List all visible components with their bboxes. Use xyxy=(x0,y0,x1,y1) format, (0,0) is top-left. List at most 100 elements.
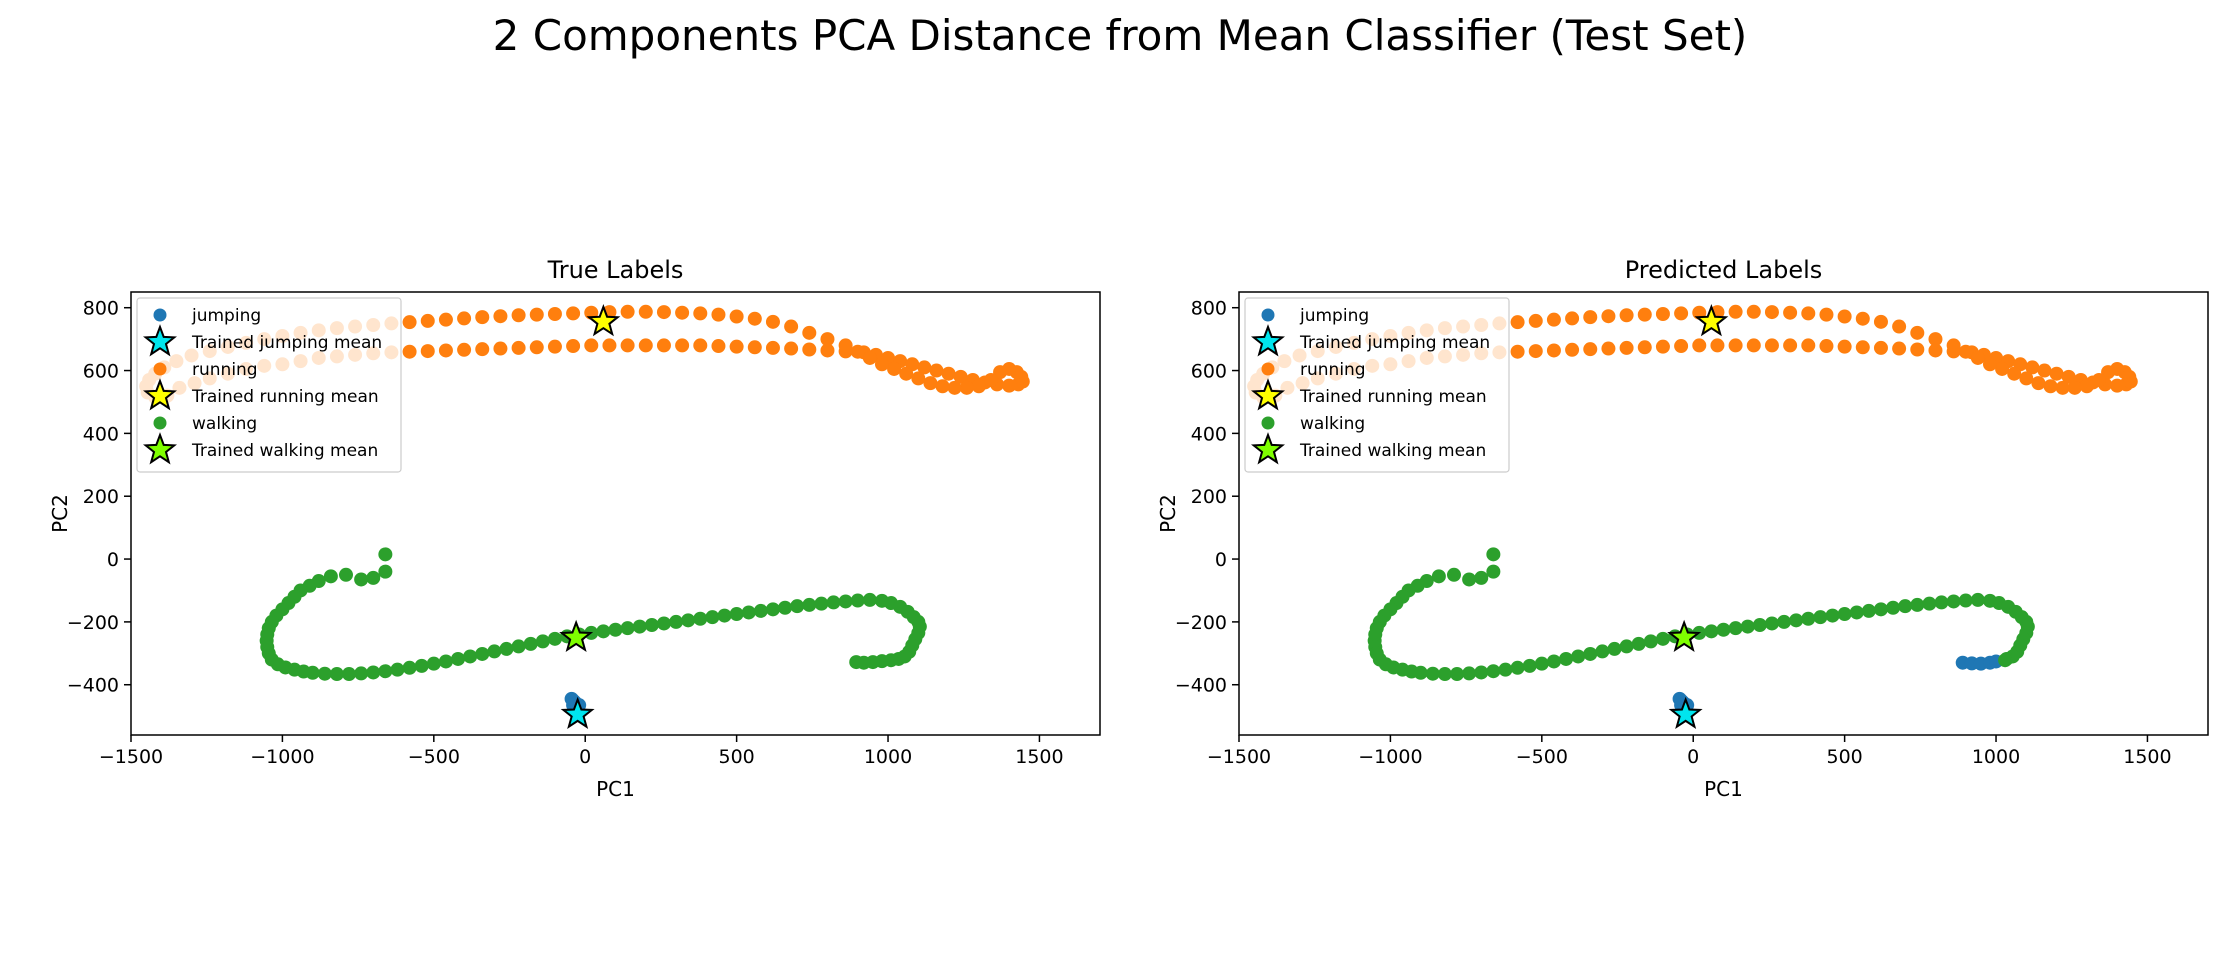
chart-0-point-walking xyxy=(523,636,538,651)
chart-0-point-walking xyxy=(342,667,357,682)
chart-1-ylabel: PC2 xyxy=(1156,494,1180,533)
chart-1-point-running xyxy=(1873,314,1888,329)
chart-1-point-walking xyxy=(1998,653,2013,668)
chart-1-point-running xyxy=(1674,306,1689,321)
chart-0-xtick-label: −1000 xyxy=(250,746,314,768)
chart-0-point-running xyxy=(959,380,974,395)
chart-0-point-running xyxy=(899,366,914,381)
chart-0-legend-marker-trained-walking-mean xyxy=(143,432,177,465)
chart-0-point-running xyxy=(747,311,762,326)
chart-1-point-running xyxy=(1892,319,1907,334)
chart-0-legend-marker-walking xyxy=(153,416,167,430)
chart-0-point-walking xyxy=(317,666,332,681)
chart-0-point-running xyxy=(547,306,562,321)
chart-0-point-walking xyxy=(669,614,684,629)
chart-1-xtick-label: 1500 xyxy=(2123,746,2171,768)
chart-0-legend: jumping Trained jumping mean running Traine… xyxy=(136,297,402,473)
chart-1-star-trained-walking-mean xyxy=(1667,619,1702,653)
chart-0-legend-marker-trained-running-mean xyxy=(143,378,177,411)
chart-0-point-running xyxy=(711,339,726,354)
chart-0-point-walking xyxy=(850,593,865,608)
chart-1-point-walking xyxy=(1728,621,1743,636)
chart-1-legend-label-trained-running-mean: Trained running mean xyxy=(1299,387,1487,407)
chart-0-xtick-label: 0 xyxy=(579,746,591,768)
chart-1-point-running xyxy=(2091,372,2106,387)
chart-0-point-running xyxy=(438,343,453,358)
chart-1-point-running xyxy=(1801,306,1816,321)
chart-0-xtick-label: 500 xyxy=(718,746,754,768)
chart-0-point-running xyxy=(729,339,744,354)
chart-1-point-walking xyxy=(1946,594,1961,609)
chart-1-point-running xyxy=(1510,344,1525,359)
chart-1-point-running xyxy=(1928,332,1943,347)
chart-1-point-running xyxy=(1583,310,1598,325)
chart-0-point-walking xyxy=(366,570,381,585)
chart-1-point-walking xyxy=(1970,592,1985,607)
chart-0-point-walking xyxy=(414,658,429,673)
chart-1-point-running xyxy=(1710,338,1725,353)
chart-1-legend-box xyxy=(1244,297,1510,473)
chart-1-ytick-label: 200 xyxy=(1191,486,1227,508)
chart-0-point-walking xyxy=(753,603,768,618)
chart-1-point-walking xyxy=(1861,603,1876,618)
chart-1-point-running xyxy=(1565,342,1580,357)
chart-0-point-running xyxy=(765,314,780,329)
chart-0-xtick-label: 1000 xyxy=(864,746,912,768)
chart-0-point-running xyxy=(457,342,472,357)
chart-1-point-running xyxy=(1746,304,1761,319)
chart-1-point-running xyxy=(1819,339,1834,354)
chart-0-point-walking xyxy=(802,597,817,612)
chart-0-point-walking xyxy=(499,641,514,656)
chart-1-point-walking xyxy=(1655,631,1670,646)
chart-0-point-walking xyxy=(729,607,744,622)
chart-1-point-walking xyxy=(1534,656,1549,671)
chart-1-point-walking xyxy=(1958,593,1973,608)
chart-0-point-running xyxy=(820,332,835,347)
chart-0-point-running xyxy=(402,315,417,330)
chart-1-point-walking xyxy=(1873,602,1888,617)
chart-1-xtick-label: −500 xyxy=(1516,746,1568,768)
chart-1-point-running xyxy=(1601,341,1616,356)
chart-1-point-running xyxy=(1946,338,1961,353)
chart-1-point-running xyxy=(1764,305,1779,320)
chart-1-point-walking xyxy=(1437,667,1452,682)
chart-1-point-running xyxy=(1583,342,1598,357)
chart-1-point-walking xyxy=(1486,547,1501,562)
chart-0-point-walking xyxy=(765,602,780,617)
chart-0-point-walking xyxy=(826,595,841,610)
chart-0-point-running xyxy=(923,376,938,391)
chart-1-point-running xyxy=(1958,344,1973,359)
chart-1-point-walking xyxy=(1510,660,1525,675)
chart-1-point-walking xyxy=(1595,644,1610,659)
chart-0-point-walking xyxy=(354,572,369,587)
chart-1-title: Predicted Labels xyxy=(1625,256,1823,284)
chart-1-point-walking xyxy=(1740,619,1755,634)
chart-0-point-running xyxy=(765,340,780,355)
chart-0-means-layer xyxy=(559,303,621,730)
chart-0-point-walking xyxy=(849,655,864,670)
chart-0-legend-marker-jumping xyxy=(153,308,167,322)
chart-0-xtick-label: −500 xyxy=(408,746,460,768)
chart-1-point-walking xyxy=(1450,667,1465,682)
chart-0-ytick-label: −400 xyxy=(67,675,119,697)
chart-0-frame xyxy=(130,291,1101,736)
chart-0-ytick-label: 200 xyxy=(83,486,119,508)
chart-1-legend-marker-walking xyxy=(1261,416,1275,430)
chart-0-point-walking xyxy=(681,613,696,628)
chart-1-ytick-label: −400 xyxy=(1175,675,1227,697)
chart-0-point-walking xyxy=(705,610,720,625)
chart-0-point-running xyxy=(784,319,799,334)
chart-0-ytick-label: 0 xyxy=(107,549,119,571)
chart-1-point-running xyxy=(2019,371,2034,386)
chart-1-star-trained-running-mean xyxy=(1694,303,1729,337)
chart-1-point-walking xyxy=(1431,569,1446,584)
chart-0-legend-label-walking: walking xyxy=(192,414,257,434)
chart-0-point-running xyxy=(438,312,453,327)
chart-0-point-walking xyxy=(778,600,793,615)
chart-1-xtick-label: 1000 xyxy=(1972,746,2020,768)
chart-1-point-running xyxy=(1565,311,1580,326)
chart-0-legend-label-jumping: jumping xyxy=(191,306,261,326)
chart-1-point-walking xyxy=(1801,611,1816,626)
chart-1-point-walking xyxy=(1922,596,1937,611)
chart-1-point-running xyxy=(1855,311,1870,326)
